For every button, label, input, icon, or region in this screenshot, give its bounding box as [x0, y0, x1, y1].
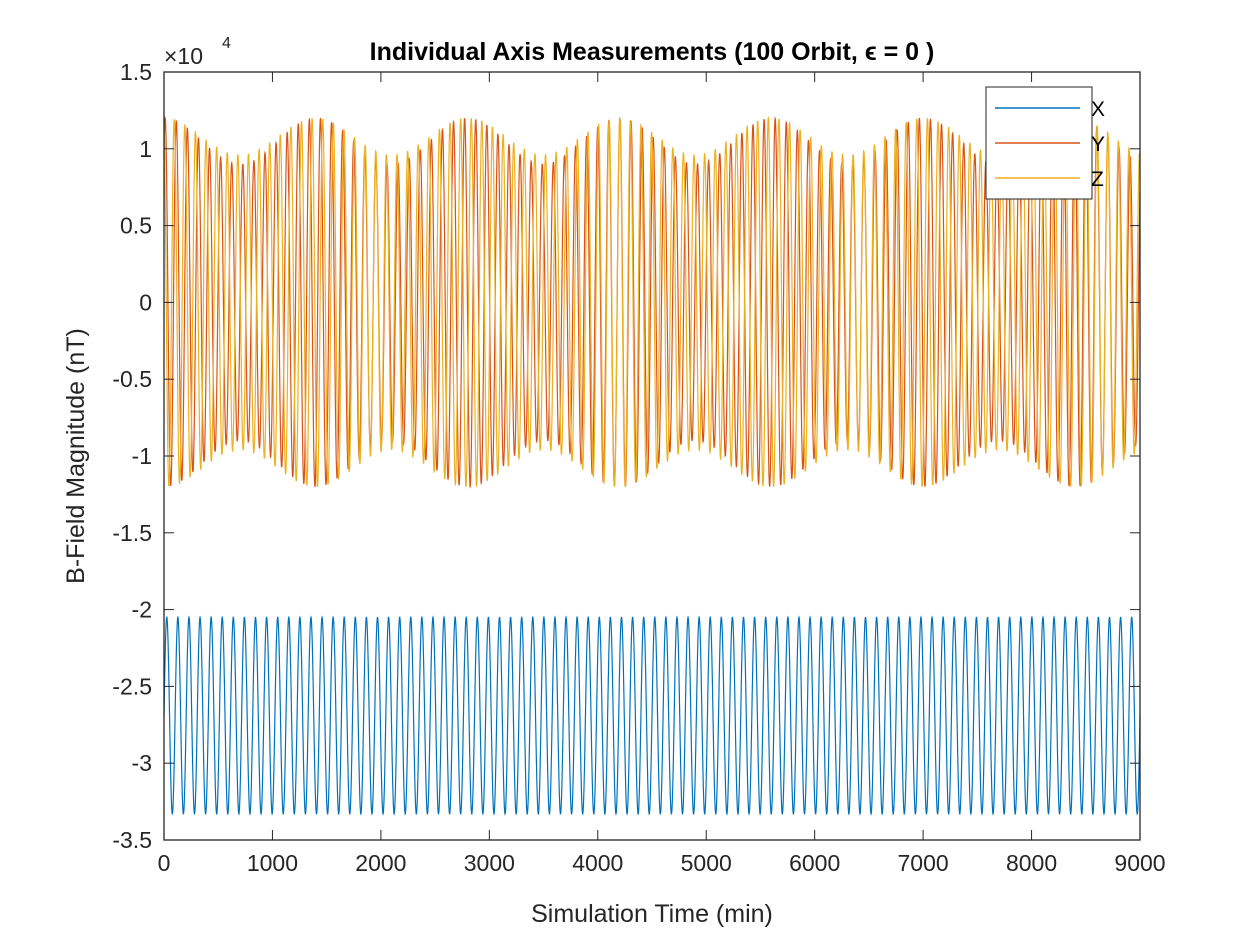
y-exponent-label: ×10 4: [164, 35, 231, 69]
legend-label-y: Y: [1091, 133, 1105, 156]
x-tick-label: 1000: [247, 850, 298, 876]
ticks-layer: 0 1000 2000 3000 4000 5000 6000 7000 8000 9000 -3.…: [112, 59, 1165, 876]
y-tick-label: -0.5: [112, 366, 152, 392]
x-tick-label: 2000: [355, 850, 406, 876]
y-multiplier-exponent: 4: [222, 35, 231, 52]
x-tick-label: 7000: [898, 850, 949, 876]
x-tick-label: 8000: [1006, 850, 1057, 876]
y-tick-label: -2.5: [112, 673, 152, 699]
x-tick-label: 5000: [681, 850, 732, 876]
series-line-x: [163, 615, 1141, 816]
legend: X Y Z: [985, 86, 1105, 200]
y-multiplier: ×10: [164, 43, 203, 69]
chart-title: Individual Axis Measurements (100 Orbit,…: [370, 38, 935, 66]
x-tick-label: 4000: [572, 850, 623, 876]
y-tick-label: 0.5: [120, 213, 152, 239]
series-line-y: [163, 115, 1141, 489]
y-tick-label: -3: [132, 750, 152, 776]
y-tick-label: -1.5: [112, 520, 152, 546]
x-axis-label: Simulation Time (min): [531, 900, 773, 928]
x-tick-label: 9000: [1114, 850, 1165, 876]
x-tick-label: 3000: [464, 850, 515, 876]
series-line-z: [163, 116, 1141, 488]
y-tick-label: 1: [139, 136, 152, 162]
series-layer: [163, 115, 1141, 816]
y-tick-label: 0: [139, 289, 152, 315]
x-tick-label: 0: [158, 850, 171, 876]
y-axis-label: B-Field Magnitude (nT): [62, 328, 90, 584]
y-tick-label: -1: [132, 443, 152, 469]
y-tick-label: -2: [132, 597, 152, 623]
legend-label-x: X: [1091, 98, 1105, 121]
x-tick-label: 6000: [789, 850, 840, 876]
legend-label-z: Z: [1091, 168, 1104, 191]
y-tick-label: -3.5: [112, 827, 152, 853]
y-tick-label: 1.5: [120, 59, 152, 85]
